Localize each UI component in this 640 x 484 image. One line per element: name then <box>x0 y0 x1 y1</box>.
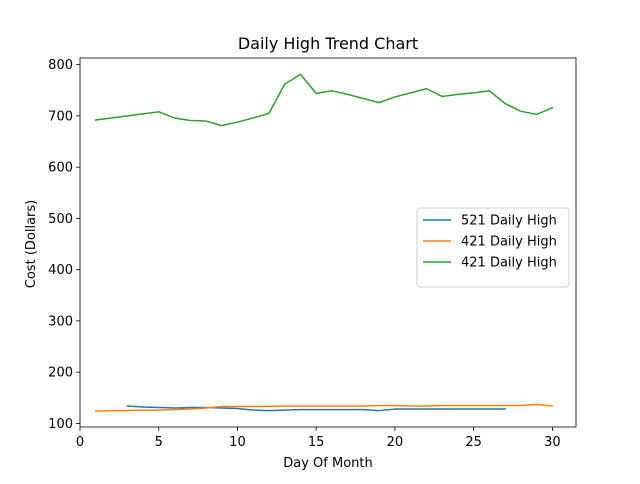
x-tick-label: 20 <box>387 435 404 450</box>
legend-label-1: 421 Daily High <box>461 235 557 250</box>
legend-box <box>416 207 570 288</box>
y-axis-label: Cost (Dollars) <box>24 200 39 288</box>
x-axis: 0 5 10 15 20 25 30 <box>76 427 561 450</box>
x-tick-label: 10 <box>229 435 246 450</box>
legend: 521 Daily High 421 Daily High 421 Daily Hi… <box>416 207 570 288</box>
y-tick-label: 600 <box>48 161 73 176</box>
y-tick-label: 500 <box>48 212 73 227</box>
x-axis-label: Day Of Month <box>283 456 373 471</box>
plot-frame <box>79 57 577 428</box>
y-axis: 100 200 300 400 500 600 700 800 <box>48 58 80 432</box>
x-tick-label: 15 <box>308 435 325 450</box>
y-tick-label: 300 <box>48 314 73 329</box>
series-line-1 <box>94 403 554 412</box>
x-tick-label: 0 <box>76 435 84 450</box>
y-tick-label: 700 <box>48 109 73 124</box>
y-tick-label: 400 <box>48 263 73 278</box>
x-tick-label: 25 <box>465 435 482 450</box>
y-tick-label: 800 <box>48 58 73 73</box>
y-tick-label: 200 <box>48 366 73 381</box>
x-tick-label: 30 <box>544 435 561 450</box>
plot-area <box>79 57 577 428</box>
x-tick-label: 5 <box>155 435 163 450</box>
series-line-0 <box>126 405 506 412</box>
legend-label-0: 521 Daily High <box>461 214 557 229</box>
chart-title: Daily High Trend Chart <box>238 34 418 53</box>
legend-label-2: 421 Daily High <box>461 256 557 271</box>
y-tick-label: 100 <box>48 417 73 432</box>
series-line-2 <box>94 73 554 127</box>
